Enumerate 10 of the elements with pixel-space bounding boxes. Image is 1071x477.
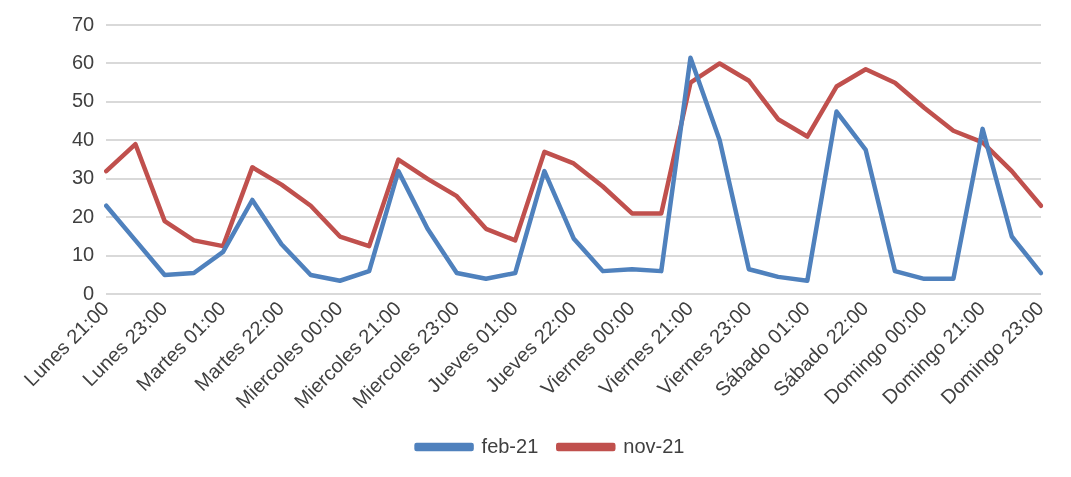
y-tick-label: 50 (72, 89, 95, 112)
y-tick-label: 30 (72, 166, 95, 189)
legend-label: nov-21 (623, 434, 685, 457)
y-tick-label: 20 (72, 204, 95, 227)
y-tick-label: 60 (72, 50, 95, 73)
y-tick-label: 10 (72, 243, 95, 266)
y-tick-label: 0 (83, 281, 95, 304)
legend-label: feb-21 (481, 434, 539, 457)
y-tick-label: 70 (72, 12, 95, 35)
y-tick-label: 40 (72, 127, 95, 150)
